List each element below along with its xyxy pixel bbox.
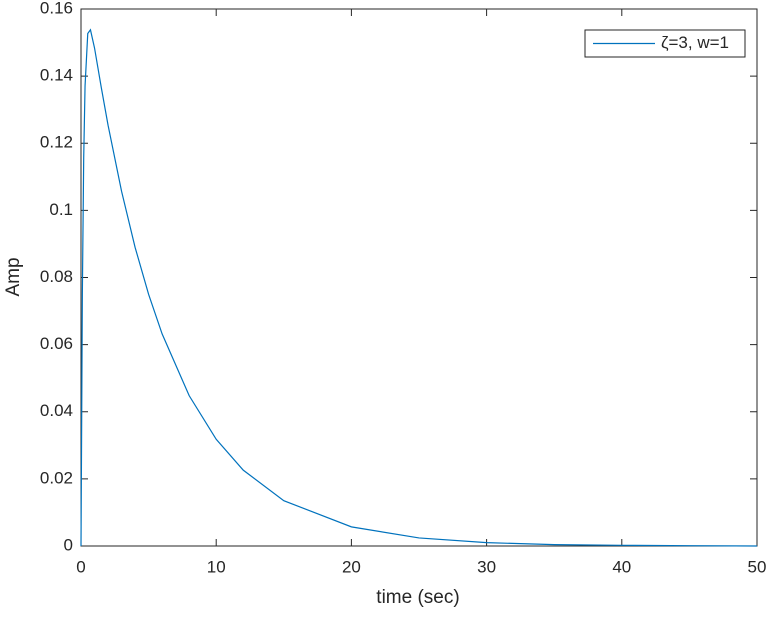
x-axis-label: time (sec) [376,587,459,608]
x-tick-label: 50 [748,557,767,576]
y-tick-label: 0 [64,535,73,554]
x-tick-label: 20 [342,557,361,576]
legend-label: ζ=3, w=1 [661,33,729,52]
plot-box [80,8,758,547]
x-tick-label: 40 [612,557,631,576]
y-axis-label: Amp [3,257,24,296]
x-tick-label: 0 [76,557,85,576]
data-line [80,28,758,547]
x-tick-label: 30 [477,557,496,576]
y-tick-label: 0.06 [40,334,73,353]
y-tick-label: 0.02 [40,468,73,487]
y-tick-label: 0.04 [40,401,73,420]
y-tick-label: 0.14 [40,66,73,85]
x-tick-label: 10 [207,557,226,576]
y-tick-label: 0.1 [49,200,73,219]
y-tick-label: 0.12 [40,133,73,152]
y-tick-label: 0.08 [40,267,73,286]
y-tick-label: 0.16 [40,0,73,17]
